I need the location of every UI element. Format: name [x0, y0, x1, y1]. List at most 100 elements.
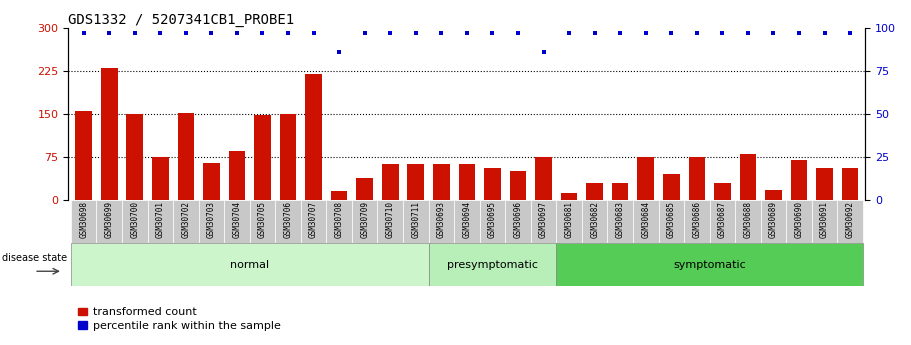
Text: GSM30690: GSM30690 — [794, 201, 804, 238]
FancyBboxPatch shape — [710, 200, 735, 243]
FancyBboxPatch shape — [557, 200, 582, 243]
FancyBboxPatch shape — [608, 200, 633, 243]
FancyBboxPatch shape — [97, 200, 122, 243]
Bar — [331, 191, 347, 200]
Text: GDS1332 / 5207341CB1_PROBE1: GDS1332 / 5207341CB1_PROBE1 — [68, 12, 294, 27]
FancyBboxPatch shape — [352, 200, 377, 243]
Bar — [509, 171, 527, 200]
Text: symptomatic: symptomatic — [673, 260, 746, 270]
Point — [766, 31, 781, 36]
Point — [843, 31, 857, 36]
FancyBboxPatch shape — [173, 200, 199, 243]
Text: GSM30699: GSM30699 — [105, 201, 114, 238]
FancyBboxPatch shape — [837, 200, 863, 243]
Point — [562, 31, 577, 36]
Text: GSM30686: GSM30686 — [692, 201, 701, 238]
Text: GSM30711: GSM30711 — [411, 201, 420, 238]
FancyBboxPatch shape — [735, 200, 761, 243]
Point — [102, 31, 117, 36]
Bar — [280, 114, 296, 200]
Text: GSM30705: GSM30705 — [258, 201, 267, 238]
FancyBboxPatch shape — [224, 200, 250, 243]
Point — [306, 31, 321, 36]
FancyBboxPatch shape — [812, 200, 837, 243]
Text: GSM30706: GSM30706 — [283, 201, 292, 238]
FancyBboxPatch shape — [633, 200, 659, 243]
Text: GSM30701: GSM30701 — [156, 201, 165, 238]
Point — [537, 49, 551, 55]
Text: GSM30685: GSM30685 — [667, 201, 676, 238]
Text: GSM30684: GSM30684 — [641, 201, 650, 238]
Bar — [127, 114, 143, 200]
Bar — [714, 183, 731, 200]
Point — [153, 31, 168, 36]
Bar — [382, 164, 398, 200]
FancyBboxPatch shape — [428, 200, 454, 243]
FancyBboxPatch shape — [454, 200, 480, 243]
Text: GSM30683: GSM30683 — [616, 201, 625, 238]
Point — [639, 31, 653, 36]
Text: GSM30692: GSM30692 — [845, 201, 855, 238]
Point — [511, 31, 526, 36]
Text: GSM30700: GSM30700 — [130, 201, 139, 238]
FancyBboxPatch shape — [199, 200, 224, 243]
Text: GSM30693: GSM30693 — [437, 201, 445, 238]
Point — [715, 31, 730, 36]
FancyBboxPatch shape — [377, 200, 403, 243]
Text: GSM30689: GSM30689 — [769, 201, 778, 238]
Bar — [203, 163, 220, 200]
FancyBboxPatch shape — [557, 243, 863, 286]
Bar — [178, 113, 194, 200]
Text: GSM30681: GSM30681 — [565, 201, 574, 238]
Point — [613, 31, 628, 36]
Text: GSM30707: GSM30707 — [309, 201, 318, 238]
Point — [179, 31, 193, 36]
FancyBboxPatch shape — [301, 200, 326, 243]
Bar — [356, 178, 373, 200]
Point — [741, 31, 755, 36]
FancyBboxPatch shape — [480, 200, 506, 243]
Bar — [433, 164, 450, 200]
Bar — [484, 168, 501, 200]
Point — [230, 31, 244, 36]
Bar — [638, 157, 654, 200]
FancyBboxPatch shape — [403, 200, 428, 243]
Text: GSM30709: GSM30709 — [360, 201, 369, 238]
Point — [128, 31, 142, 36]
FancyBboxPatch shape — [275, 200, 301, 243]
Text: GSM30708: GSM30708 — [334, 201, 343, 238]
Text: GSM30710: GSM30710 — [385, 201, 394, 238]
Bar — [407, 164, 425, 200]
FancyBboxPatch shape — [506, 200, 531, 243]
Text: GSM30691: GSM30691 — [820, 201, 829, 238]
Text: disease state: disease state — [2, 253, 67, 263]
Text: GSM30704: GSM30704 — [232, 201, 241, 238]
Bar — [816, 168, 833, 200]
Bar — [765, 190, 782, 200]
FancyBboxPatch shape — [122, 200, 148, 243]
Text: GSM30697: GSM30697 — [539, 201, 548, 238]
FancyBboxPatch shape — [761, 200, 786, 243]
FancyBboxPatch shape — [659, 200, 684, 243]
Point — [486, 31, 500, 36]
Bar — [229, 151, 245, 200]
Text: GSM30702: GSM30702 — [181, 201, 190, 238]
FancyBboxPatch shape — [148, 200, 173, 243]
FancyBboxPatch shape — [326, 200, 352, 243]
Point — [588, 31, 602, 36]
Bar — [689, 157, 705, 200]
Text: presymptomatic: presymptomatic — [447, 260, 537, 270]
Point — [817, 31, 832, 36]
Bar — [101, 68, 118, 200]
Bar — [561, 193, 578, 200]
Point — [459, 31, 474, 36]
Point — [383, 31, 397, 36]
FancyBboxPatch shape — [531, 200, 557, 243]
Point — [434, 31, 448, 36]
Text: normal: normal — [230, 260, 270, 270]
Bar — [791, 160, 807, 200]
Bar — [536, 157, 552, 200]
Point — [255, 31, 270, 36]
Legend: transformed count, percentile rank within the sample: transformed count, percentile rank withi… — [74, 303, 285, 335]
Point — [792, 31, 806, 36]
